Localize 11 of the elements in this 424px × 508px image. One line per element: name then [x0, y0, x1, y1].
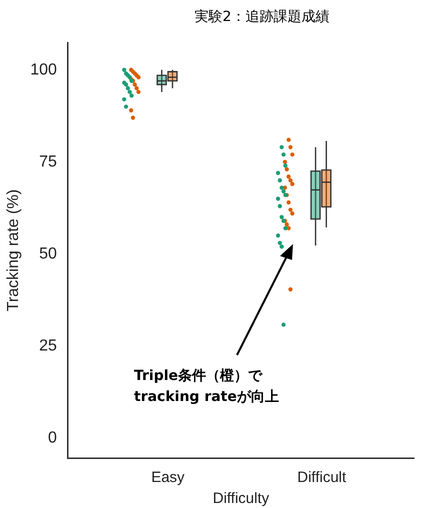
y-tick-label: 0	[48, 430, 57, 447]
y-tick-label: 50	[39, 245, 57, 262]
y-tick-label: 75	[39, 153, 57, 170]
x-tick-label: Easy	[151, 469, 186, 486]
chart-title: 実験2：追跡課題成績	[194, 8, 330, 26]
y-tick-label: 25	[39, 337, 57, 354]
x-axis-title: Difficulty	[212, 490, 270, 508]
y-axis-title: Tracking rate (%)	[5, 189, 22, 312]
annotation: Triple条件（橙）で tracking rateが向上	[134, 367, 279, 407]
y-tick-label: 100	[30, 61, 57, 78]
x-tick-label: Difficult	[297, 469, 347, 486]
